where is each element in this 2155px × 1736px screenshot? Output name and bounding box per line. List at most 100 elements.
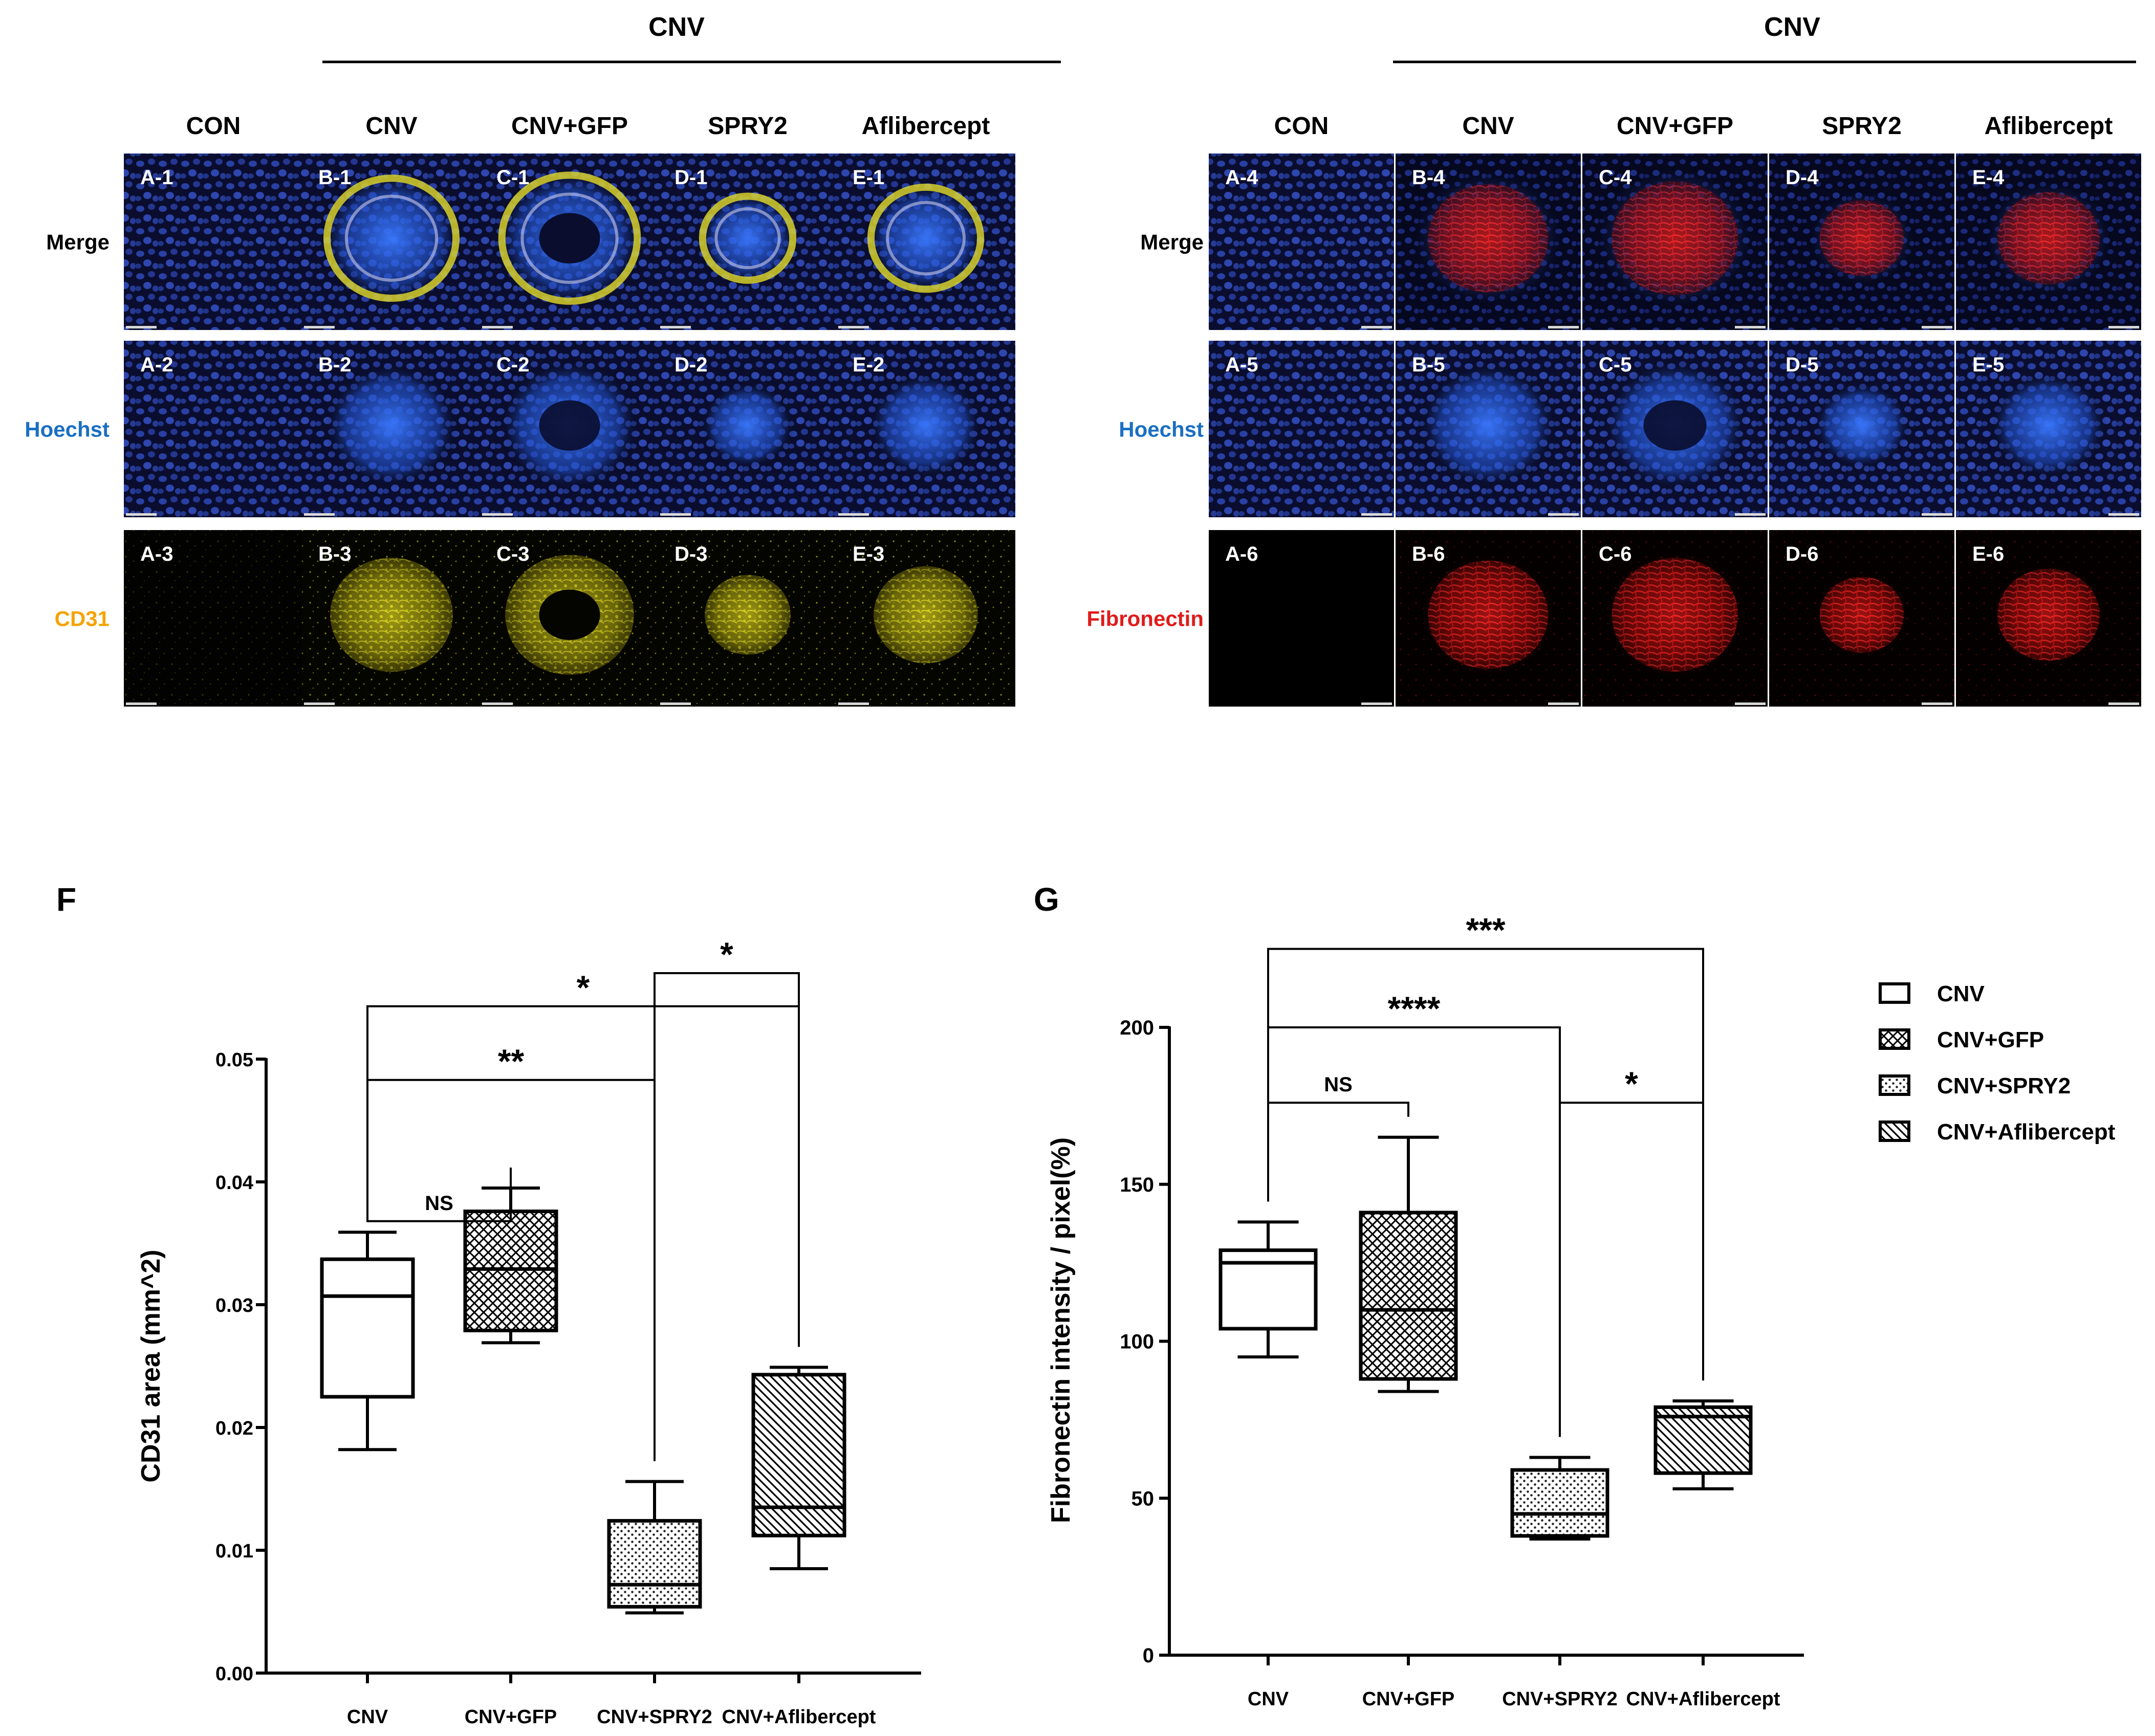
legend-label: CNV+Aflibercept xyxy=(1937,1119,2116,1145)
bracket-line xyxy=(654,972,800,1461)
scale-bar xyxy=(1548,326,1579,328)
scale-bar xyxy=(660,513,691,516)
column-header: Aflibercept xyxy=(1985,113,2113,140)
scale-bar xyxy=(304,326,335,328)
bracket-line xyxy=(1267,1102,1409,1202)
tile-label: D-6 xyxy=(1786,543,1818,565)
scale-bar xyxy=(1548,702,1579,705)
legend-label: CNV+SPRY2 xyxy=(1937,1073,2071,1098)
scale-bar xyxy=(1735,513,1766,516)
tile-label: B-4 xyxy=(1412,166,1445,189)
y-tick-label: 50 xyxy=(1131,1487,1155,1510)
x-tick-label: CNV+SPRY2 xyxy=(1502,1688,1618,1710)
scale-bar xyxy=(1922,702,1952,705)
tile-label: D-5 xyxy=(1786,354,1818,376)
tile-label: D-1 xyxy=(674,166,707,189)
legend-label: CNV+GFP xyxy=(1937,1027,2044,1052)
tile-label: C-1 xyxy=(496,166,529,189)
legend-swatch xyxy=(1879,1120,1910,1142)
tile-label: A-4 xyxy=(1225,166,1258,189)
tile-label: A-3 xyxy=(140,543,173,565)
legend-swatch xyxy=(1879,1028,1910,1050)
tile-label: B-6 xyxy=(1412,543,1445,565)
box-1 xyxy=(1359,1135,1458,1393)
significance-label: *** xyxy=(1466,911,1505,949)
micrograph-tile xyxy=(1209,153,1394,330)
scale-bar xyxy=(838,702,869,705)
box-body xyxy=(751,1373,846,1537)
scale-bar xyxy=(482,702,513,705)
significance-label: * xyxy=(577,969,590,1006)
significance-bracket: * xyxy=(654,935,800,1461)
row-label: Fibronectin xyxy=(1086,607,1204,631)
row-label: CD31 xyxy=(55,607,110,631)
tile-label: C-3 xyxy=(496,543,529,565)
box-3 xyxy=(1653,1399,1753,1490)
micrograph-tile xyxy=(836,153,1015,330)
tile-label: E-2 xyxy=(853,354,884,376)
tile-label: B-5 xyxy=(1412,354,1445,376)
significance-label: * xyxy=(720,935,733,973)
tile-label: D-3 xyxy=(674,543,707,565)
micrograph-panel-2: CNV CON CNV CNV+GFP SPRY2 Aflibercept Merge Hoe… xyxy=(1086,12,2141,707)
significance-bracket: NS xyxy=(366,1168,512,1222)
micrograph-tile xyxy=(836,530,1015,707)
micrograph-tile xyxy=(836,341,1015,517)
tile-label: C-5 xyxy=(1599,354,1631,376)
significance-label: * xyxy=(1625,1065,1638,1103)
micrograph-panels: CNV CON CNV CNV+GFP SPRY2 Aflibercept Merge Hoe… xyxy=(25,12,2141,707)
tile-label: E-5 xyxy=(1972,354,2004,376)
row-label: Hoechst xyxy=(1119,417,1204,442)
scale-bar xyxy=(482,513,513,516)
row-label: Merge xyxy=(1140,230,1204,254)
micrograph-tile xyxy=(1209,341,1394,517)
x-tick-label: CNV xyxy=(1248,1688,1289,1710)
significance-bracket: * xyxy=(366,969,800,1347)
group-bracket-label: CNV xyxy=(1764,12,1820,42)
column-header: CON xyxy=(186,113,241,140)
tile-label: B-2 xyxy=(318,354,351,376)
scale-bar xyxy=(1548,513,1579,516)
micrograph-tile xyxy=(1209,530,1394,707)
micrograph-tile xyxy=(302,153,481,330)
micrograph-tile xyxy=(302,341,481,517)
micrograph-tile xyxy=(1582,341,1768,517)
box-plot-cd31: F CD31 area (mm^2) 0.00 0.01 0.02 0.03 0.04 0.0… xyxy=(56,881,921,1728)
row-label: Merge xyxy=(46,230,110,254)
x-tick-label: CNV+Aflibercept xyxy=(722,1706,876,1728)
box-body xyxy=(1359,1211,1458,1381)
y-tick-label: 0.02 xyxy=(215,1418,253,1439)
scale-bar xyxy=(304,702,335,705)
tile-label: B-3 xyxy=(318,543,351,565)
bracket-line xyxy=(366,1005,800,1347)
significance-label: **** xyxy=(1388,990,1441,1027)
scale-bar xyxy=(2108,326,2139,328)
x-tick-label: CNV+Aflibercept xyxy=(1626,1688,1780,1710)
micrograph-panel-1: CNV CON CNV CNV+GFP SPRY2 Aflibercept Merge Hoe… xyxy=(25,12,1061,707)
micrograph-tile xyxy=(480,530,659,707)
micrograph-tile xyxy=(658,530,837,707)
significance-label: NS xyxy=(425,1192,453,1215)
y-tick-label: 100 xyxy=(1120,1331,1154,1353)
y-tick-label: 0.01 xyxy=(215,1541,253,1562)
legend-swatch xyxy=(1879,982,1910,1004)
column-header: CNV xyxy=(1462,113,1514,140)
micrograph-tile xyxy=(658,341,837,517)
group-bracket-label: CNV xyxy=(648,12,705,42)
x-tick-label: CNV+GFP xyxy=(465,1706,557,1728)
micrograph-tile xyxy=(1956,530,2141,707)
y-tick-label: 200 xyxy=(1120,1017,1154,1039)
legend: CNV CNV+GFP CNV+SPRY2 CNV+Aflibercept xyxy=(1879,981,2116,1145)
row-label: Hoechst xyxy=(25,417,110,442)
significance-label: ** xyxy=(498,1042,525,1080)
column-header: CNV xyxy=(365,113,417,140)
scale-bar xyxy=(660,326,691,328)
y-tick-label: 150 xyxy=(1120,1174,1154,1196)
scale-bar xyxy=(126,513,157,516)
tile-label: A-6 xyxy=(1225,543,1258,565)
scale-bar xyxy=(838,513,869,516)
scale-bar xyxy=(1361,702,1392,705)
scale-bar xyxy=(304,513,335,516)
micrograph-tile xyxy=(124,153,303,330)
scale-bar xyxy=(660,702,691,705)
